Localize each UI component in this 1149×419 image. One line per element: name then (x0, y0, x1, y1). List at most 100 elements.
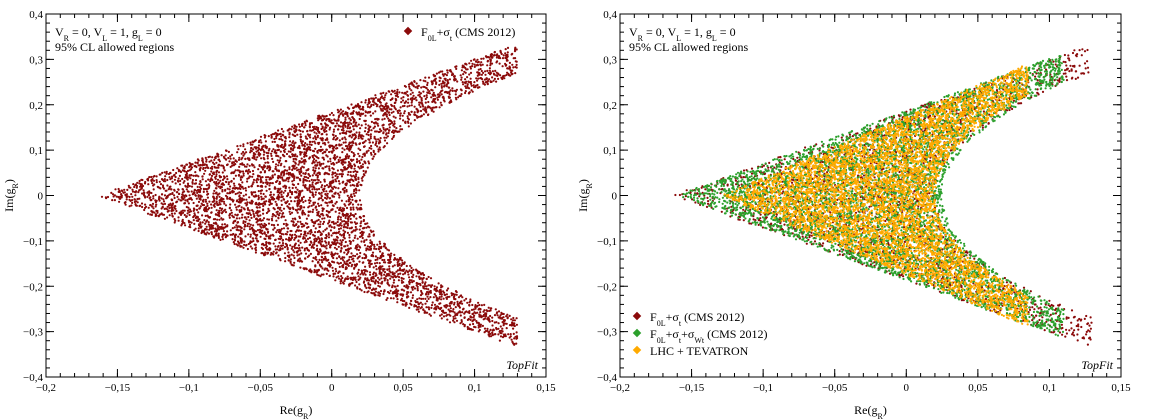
data-point (324, 196, 327, 199)
data-point (336, 261, 339, 264)
data-point (406, 117, 409, 120)
data-point (388, 129, 391, 132)
data-point (335, 200, 338, 204)
data-point (379, 92, 382, 95)
data-point (366, 103, 369, 106)
data-point (508, 67, 511, 70)
data-point (447, 287, 450, 290)
data-point (370, 129, 373, 132)
data-point (510, 338, 513, 341)
data-point (223, 169, 226, 172)
data-point (374, 118, 377, 121)
data-point (416, 289, 419, 292)
data-point (306, 222, 309, 225)
data-point (242, 246, 245, 249)
data-point (317, 167, 320, 170)
data-point (249, 141, 252, 144)
data-point (277, 144, 280, 147)
data-point (347, 156, 350, 160)
data-point (348, 121, 351, 124)
data-point (186, 212, 189, 215)
data-point (480, 61, 483, 64)
data-point (511, 52, 514, 56)
data-point (279, 144, 282, 148)
data-point (264, 161, 267, 164)
data-point (486, 59, 490, 62)
data-point (427, 306, 430, 309)
data-point (281, 195, 284, 198)
data-point (183, 213, 186, 217)
data-point (264, 181, 267, 184)
data-point (299, 249, 302, 252)
data-point (267, 251, 270, 254)
data-point (315, 128, 318, 131)
data-point (329, 160, 332, 163)
data-point (307, 249, 311, 252)
data-point (192, 207, 196, 210)
data-point (337, 160, 341, 163)
data-point (277, 174, 280, 178)
data-point (304, 184, 307, 187)
data-point (449, 301, 452, 304)
data-point (349, 130, 353, 133)
data-point (284, 140, 287, 143)
data-point (227, 150, 230, 153)
data-point (287, 259, 290, 262)
data-point (154, 205, 157, 208)
data-point (262, 192, 265, 196)
data-point (212, 192, 215, 195)
data-point (328, 224, 331, 227)
data-point (468, 62, 471, 65)
data-point (204, 206, 208, 209)
data-point (265, 228, 268, 231)
data-point (353, 221, 356, 224)
data-point (408, 269, 411, 272)
data-point (469, 67, 472, 70)
data-point (367, 138, 370, 141)
data-point (321, 199, 324, 202)
data-point (265, 211, 268, 215)
data-point (204, 187, 207, 191)
data-point (223, 202, 226, 205)
data-point (515, 342, 518, 345)
data-point (420, 86, 423, 89)
data-point (402, 277, 405, 280)
data-point (316, 161, 319, 164)
data-point (493, 50, 496, 54)
data-point (317, 223, 320, 226)
data-point (358, 189, 361, 192)
data-point (289, 140, 292, 143)
data-point (405, 264, 408, 268)
data-point (293, 256, 296, 260)
data-point (210, 170, 213, 173)
data-point (425, 306, 428, 309)
data-point (206, 196, 209, 199)
data-point (440, 82, 443, 85)
data-point (130, 193, 133, 196)
data-point (325, 190, 328, 193)
data-point (511, 327, 515, 330)
data-point (284, 148, 287, 151)
data-point (506, 71, 509, 74)
data-point (219, 198, 222, 201)
data-point (287, 193, 290, 196)
data-point (369, 151, 373, 155)
data-point (386, 268, 389, 271)
data-point (483, 303, 486, 306)
data-point (325, 272, 328, 275)
data-point (408, 282, 411, 285)
data-point (296, 211, 299, 214)
data-point (505, 315, 508, 318)
data-point (312, 179, 315, 182)
data-point (345, 157, 348, 160)
data-point (461, 308, 465, 311)
data-point (111, 193, 115, 196)
data-point (265, 178, 268, 181)
data-point (494, 308, 497, 311)
data-point (459, 74, 462, 77)
data-point (440, 93, 443, 96)
data-point (241, 170, 245, 173)
data-point (308, 175, 312, 178)
data-point (320, 123, 323, 126)
data-point (330, 221, 334, 224)
